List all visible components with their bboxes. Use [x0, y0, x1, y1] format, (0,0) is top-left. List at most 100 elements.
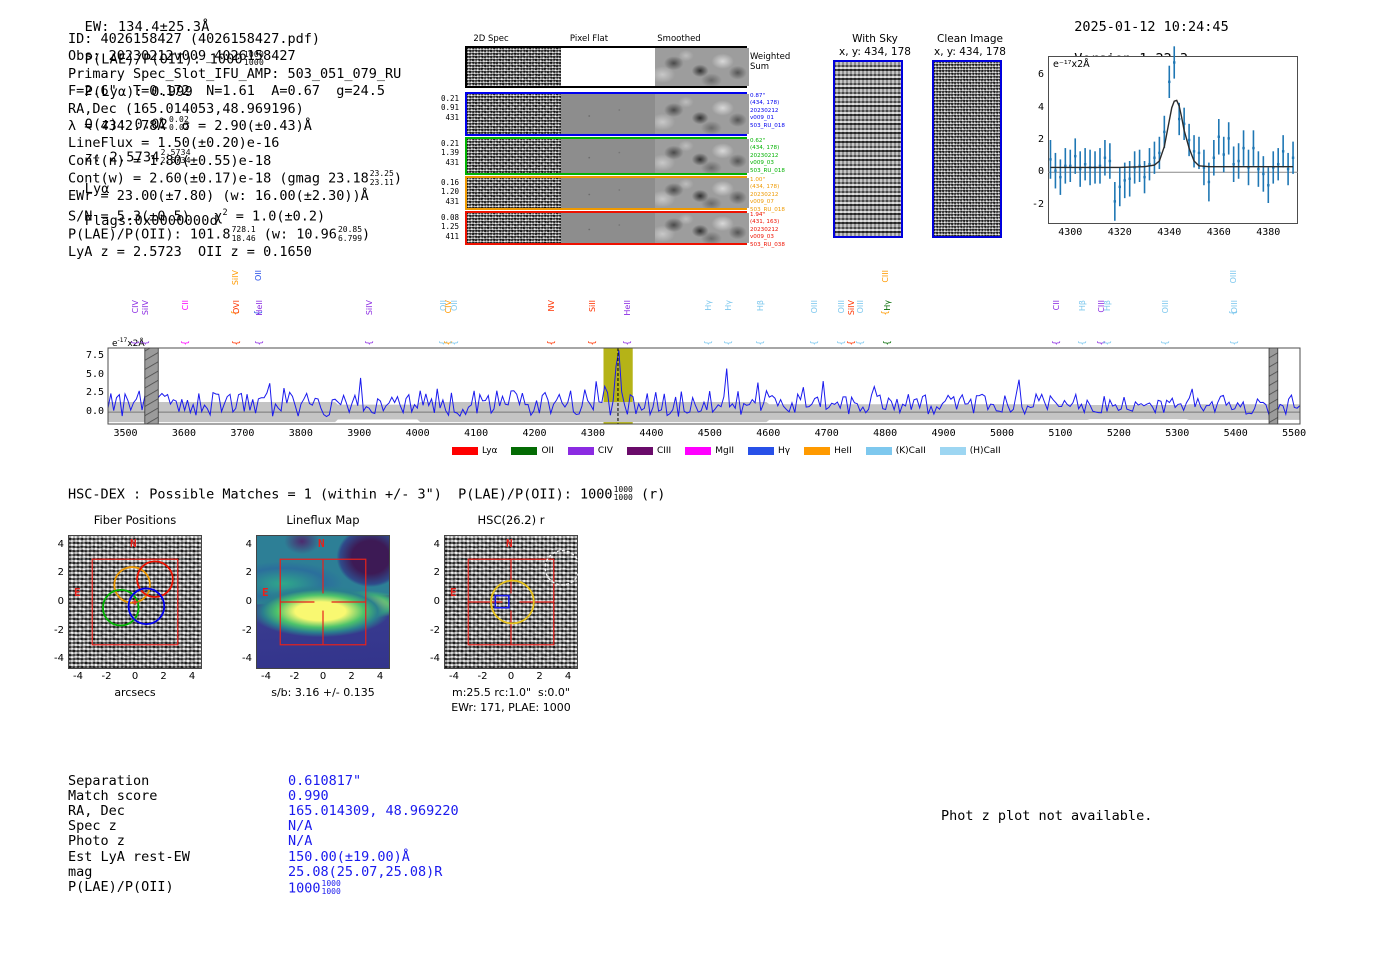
cutout-ytick-2: 2	[433, 567, 440, 579]
spectrum-line-label-26: Hβ	[1102, 300, 1112, 312]
cutout-xtick-2: 2	[536, 671, 543, 682]
spectrum-line-bracket-6: {	[254, 340, 265, 346]
spectrum-xtick: 5200	[1106, 428, 1131, 439]
cutout-xtick-0: -2	[101, 671, 112, 682]
spectrum-line-label-2: CII	[181, 300, 191, 311]
spectrum-line-label-24: Hβ	[1077, 300, 1087, 312]
match-key-3: Spec z	[68, 818, 117, 835]
clean-image-title-block: Clean Image x, y: 434, 178	[925, 33, 1015, 58]
spectrum-line-label-20: OIII	[855, 300, 865, 314]
match-key-1: Match score	[68, 788, 158, 805]
spec2d-row-stats-1: 0.21 1.39 431	[440, 139, 459, 167]
spectrum-xtick: 4500	[697, 428, 722, 439]
legend-label-5: Hγ	[778, 446, 791, 456]
qz-value: Q(z): 0.02	[84, 116, 168, 133]
spec2d-row-1	[465, 137, 749, 175]
cutout-xtick-2: -4	[448, 671, 459, 682]
cutout-xtick-2: 0	[507, 671, 515, 682]
cutout-xtick-0: -4	[72, 671, 83, 682]
pixel-flat-image	[561, 94, 655, 134]
spectrum-line-label-1: SiIV	[140, 300, 150, 316]
cutout-overlay-1	[279, 558, 367, 646]
cutout-xtick-1: 4	[376, 671, 384, 682]
spec2d-image	[467, 94, 561, 134]
plya-value: P(Lyα): 0.999	[84, 83, 193, 100]
spectrum-line-label-28: OIII	[1228, 270, 1238, 284]
compass-east-1: E	[262, 586, 269, 599]
match-key-6: mag	[68, 863, 93, 880]
with-sky-title: With Sky	[852, 33, 898, 45]
spectrum-line-label-15: Hγ	[723, 300, 733, 311]
legend-swatch-6	[804, 447, 831, 455]
plae-label: P(LAE)/P(OII): 1000	[84, 51, 243, 68]
spectrum-xtick: 5100	[1048, 428, 1073, 439]
spec2d-image	[467, 139, 561, 173]
cutout-caption-2: m:25.5 rc:1.0" s:0.0"	[452, 686, 570, 699]
spec2d-col-title-1: Pixel Flat	[569, 34, 609, 44]
spectrum-line-bracket-4: {	[231, 340, 242, 346]
pixel-flat-image	[561, 48, 655, 86]
info-redshifts: LyA z = 2.5723 OII z = 0.1650	[68, 244, 312, 261]
profile-ytick: -2	[1031, 198, 1044, 210]
legend-label-3: CIII	[656, 446, 672, 456]
spectrum-xtick: 4100	[464, 428, 489, 439]
cutout-xtick-1: -2	[289, 671, 300, 682]
spectrum-legend: Lyα OII CIV CIII MgII Hγ HeII (K)CaII (H)CaII	[452, 446, 1015, 457]
smoothed-image	[655, 139, 749, 173]
profile-xtick: 4320	[1107, 227, 1132, 238]
cutout-image-2	[444, 535, 578, 669]
spectrum-line-bracket-29: {	[1229, 340, 1240, 346]
spectrum-line-bracket-11: {	[547, 340, 558, 346]
match-value-7: 10001000 1000	[288, 878, 341, 897]
cutout-ytick-2: -2	[430, 624, 440, 636]
spec2d-col-title-2: Smoothed	[657, 34, 701, 44]
match-key-5: Est LyA rest-EW	[68, 848, 190, 865]
info-obs: Obs: 20230212v009_4026158427	[68, 48, 296, 65]
compass-east-2: E	[450, 586, 457, 599]
spectrum-line-label-17: OIII	[810, 300, 820, 314]
match-key-0: Separation	[68, 773, 150, 789]
cutout-xtick-0: 2	[160, 671, 167, 682]
profile-ytick: 4	[1037, 101, 1044, 113]
spectrum-line-bracket-13: {	[623, 340, 634, 346]
spectrum-line-bracket-17: {	[810, 340, 821, 346]
spec2d-row-meta-1: 0.62" (434, 178) 20230212 v009_03 503_RU…	[750, 138, 785, 174]
spectrum-line-bracket-2: {	[181, 340, 192, 346]
spectrum-line-bracket-23: {	[1052, 340, 1063, 346]
legend-swatch-2	[567, 447, 594, 455]
spectrum-line-label-13: HeII	[623, 300, 633, 316]
spectrum-line-bracket-26: {	[1102, 340, 1113, 346]
spectrum-line-label-16: Hβ	[756, 300, 766, 312]
pixel-flat-image	[561, 213, 655, 243]
cutout-ytick-1: -2	[242, 624, 252, 636]
info-lambda: λ = 4342.78Å σ = 2.90(±0.43)Å	[68, 118, 312, 135]
cutout-ytick-1: 4	[245, 538, 252, 550]
compass-east-0: E	[74, 586, 81, 599]
info-specslot: Primary Spec_Slot_IFU_AMP: 503_051_079_R…	[68, 65, 402, 82]
spectrum-line-bracket-12: {	[588, 340, 599, 346]
spectrum-xtick: 3600	[171, 428, 196, 439]
spec2d-row-stats-3: 0.08 1.25 411	[440, 213, 459, 241]
smoothed-image	[655, 213, 749, 243]
with-sky-title-block: With Sky x, y: 434, 178	[832, 33, 918, 58]
profile-xtick: 4340	[1157, 227, 1182, 238]
spectrum-line-bracket-16: {	[756, 340, 767, 346]
spectrum-line-label-19: SiIV	[847, 300, 856, 316]
clean-image-title: Clean Image	[936, 33, 1004, 45]
ew-value: EW: 134.4±25.3Å	[84, 19, 210, 35]
profile-ytick: 2	[1037, 134, 1044, 145]
spectrum-xtick: 4700	[814, 428, 839, 439]
spectrum-xtick: 3500	[113, 428, 138, 439]
spectrum-line-label-5: OII	[253, 270, 263, 282]
spectrum-xtick: 4400	[639, 428, 664, 439]
cutout-ytick-0: -2	[54, 624, 64, 636]
match-key-7: P(LAE)/P(OII)	[68, 878, 174, 895]
spectrum-line-bracket-21: {	[880, 310, 891, 316]
legend-label-8: (H)CaII	[969, 446, 1001, 456]
match-value-4: N/A	[288, 833, 313, 850]
cutout-ytick-1: 0	[245, 596, 252, 607]
spec2d-row-meta-3: 1.94" (431, 163) 20230212 v009_03 503_RU…	[750, 212, 785, 248]
match-value-5: 150.00(±19.00)Å	[288, 848, 410, 865]
match-key-2: RA, Dec	[68, 803, 125, 820]
spectrum-line-bracket-20: {	[855, 340, 866, 346]
